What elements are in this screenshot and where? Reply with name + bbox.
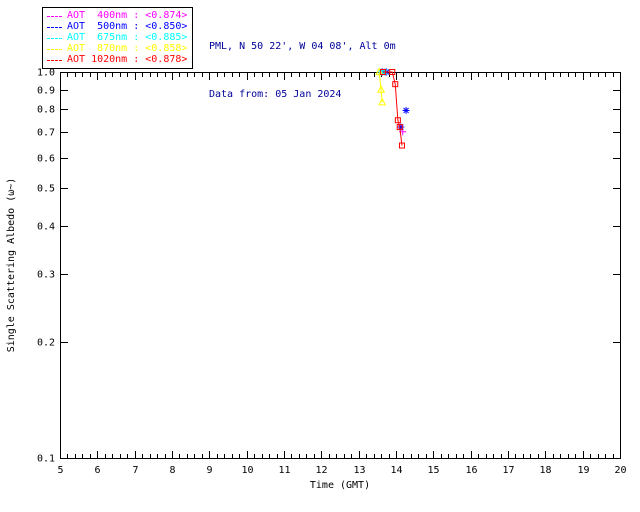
svg-text:10: 10 — [241, 465, 253, 476]
legend-line-sample — [47, 48, 62, 50]
svg-text:17: 17 — [502, 465, 514, 476]
svg-text:0.7: 0.7 — [37, 128, 55, 139]
svg-text:11: 11 — [278, 465, 290, 476]
svg-text:19: 19 — [577, 465, 589, 476]
site-info: PML, N 50 22', W 04 08', Alt 0m — [209, 41, 396, 52]
svg-text:8: 8 — [169, 465, 175, 476]
svg-text:7: 7 — [132, 465, 138, 476]
legend-label: AOT 1020nm : <0.878> — [67, 54, 188, 65]
date-info: Data from: 05 Jan 2024 — [209, 89, 342, 100]
svg-text:0.5: 0.5 — [37, 184, 55, 195]
legend-label: AOT 675nm : <0.885> — [67, 32, 188, 43]
svg-text:12: 12 — [315, 465, 327, 476]
plot-header: PML, N 50 22', W 04 08', Alt 0m Data fro… — [209, 7, 396, 135]
svg-text:0.2: 0.2 — [37, 338, 55, 349]
legend-label: AOT 500nm : <0.850> — [67, 21, 188, 32]
svg-text:1.0: 1.0 — [37, 68, 55, 79]
legend-label: AOT 400nm : <0.874> — [67, 10, 188, 21]
svg-text:0.9: 0.9 — [37, 86, 55, 97]
svg-text:20: 20 — [614, 465, 626, 476]
svg-text:9: 9 — [206, 465, 212, 476]
svg-text:0.6: 0.6 — [37, 154, 55, 165]
svg-text:0.4: 0.4 — [37, 222, 55, 233]
legend-line-sample — [47, 15, 62, 17]
svg-text:0.1: 0.1 — [37, 454, 55, 465]
legend-row: AOT 675nm : <0.885> — [47, 33, 187, 43]
svg-text:15: 15 — [427, 465, 439, 476]
legend-label: AOT 870nm : <0.858> — [67, 43, 188, 54]
svg-text:5: 5 — [57, 465, 63, 476]
svg-text:13: 13 — [353, 465, 365, 476]
svg-text:18: 18 — [539, 465, 551, 476]
svg-text:16: 16 — [465, 465, 477, 476]
legend-box: AOT 400nm : <0.874> AOT 500nm : <0.850> AO… — [42, 7, 194, 69]
svg-text:Single Scattering Albedo (ω~): Single Scattering Albedo (ω~) — [6, 178, 17, 353]
legend-row: AOT 500nm : <0.850> — [47, 22, 187, 32]
svg-text:0.3: 0.3 — [37, 270, 55, 281]
legend-row: AOT 1020nm : <0.878> — [47, 55, 187, 65]
svg-text:0.8: 0.8 — [37, 105, 55, 116]
legend-row: AOT 400nm : <0.874> — [47, 11, 187, 21]
svg-text:14: 14 — [390, 465, 402, 476]
legend-line-sample — [47, 26, 62, 28]
svg-text:Time (GMT): Time (GMT) — [310, 480, 370, 491]
legend-line-sample — [47, 37, 62, 39]
svg-text:6: 6 — [94, 465, 100, 476]
legend-line-sample — [47, 59, 62, 61]
legend-row: AOT 870nm : <0.858> — [47, 44, 187, 54]
